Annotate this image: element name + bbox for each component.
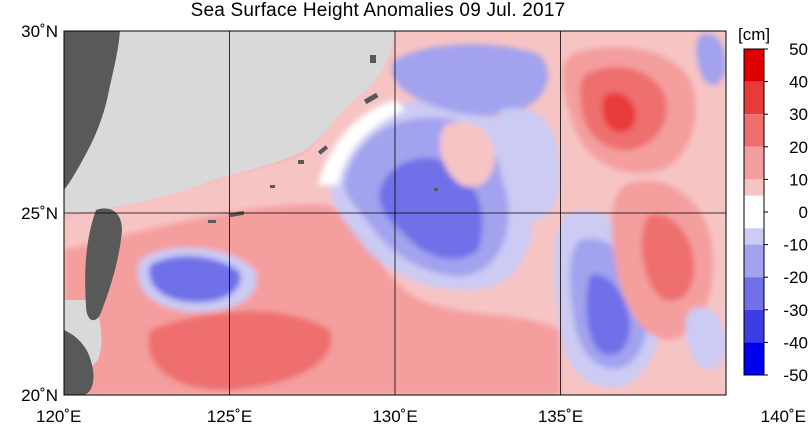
positive-core-south [148,311,332,391]
colorbar-tick-label: 0 [799,203,808,222]
longitude-labels: 120˚E 125˚E 130˚E 135˚E 140˚E [36,407,806,426]
zero-contour-belt [318,100,405,185]
lon-tick-label: 130˚E [372,407,417,426]
colorbar-tick-label: -10 [783,236,808,255]
lat-tick-label: 20˚N [21,386,58,405]
lat-tick-label: 25˚N [21,204,58,223]
anomaly-patches [64,33,726,395]
positive-eddy-east-core [641,214,695,301]
colorbar-tick-label: 10 [789,170,808,189]
negative-eddy-west [149,256,241,303]
negative-patch-southeast [685,306,726,370]
colorbar-bin [744,228,764,245]
colorbar-bin [744,195,764,229]
lon-tick-label: 140˚E [761,407,806,426]
land-ryukyu-islands [208,55,438,223]
colorbar-tick-labels: 50 40 30 20 10 0 -10 -20 -30 -40 -50 [783,40,808,385]
colorbar-tick-label: -40 [783,333,808,352]
colorbar-bin [744,309,764,343]
land-china [64,31,120,190]
colorbar-tick-label: 50 [789,40,808,59]
positive-pocket-central [439,121,495,188]
colorbar-bin [744,114,764,147]
colorbar-tick-label: 30 [789,105,808,124]
colorbar-bin [744,179,764,196]
colorbar-bin [744,81,764,115]
colorbar-tick-label: -50 [783,366,808,385]
colorbar-bin [744,277,764,310]
colorbar-bin [744,146,764,180]
colorbar-bin [744,244,764,278]
lon-tick-label: 125˚E [207,407,252,426]
negative-eddy-east-core [586,274,630,355]
colorbar-bin [744,49,764,82]
grid-lines [64,31,726,395]
positive-eddy-northeast-core [602,92,636,133]
colorbar [743,48,768,376]
lon-tick-label: 120˚E [36,407,81,426]
colorbar-tick-label: 20 [789,138,808,157]
colorbar-tick-label: 40 [789,73,808,92]
lon-tick-label: 135˚E [538,407,583,426]
lat-tick-label: 30˚N [21,22,58,41]
land-luzon [64,330,94,395]
colorbar-tick-label: -20 [783,268,808,287]
map-title: Sea Surface Height Anomalies 09 Jul. 201… [190,0,566,21]
negative-eddy-central-core [379,158,483,259]
negative-patch-northeast [696,33,726,85]
latitude-labels: 20˚N 25˚N 30˚N [21,22,58,405]
land-taiwan [85,208,122,321]
negative-arc-north [391,44,548,116]
colorbar-bin [744,342,764,375]
negative-arc-north-outer [496,108,560,221]
colorbar-tick-label: -30 [783,301,808,320]
colorbar-unit: [cm] [738,25,770,44]
